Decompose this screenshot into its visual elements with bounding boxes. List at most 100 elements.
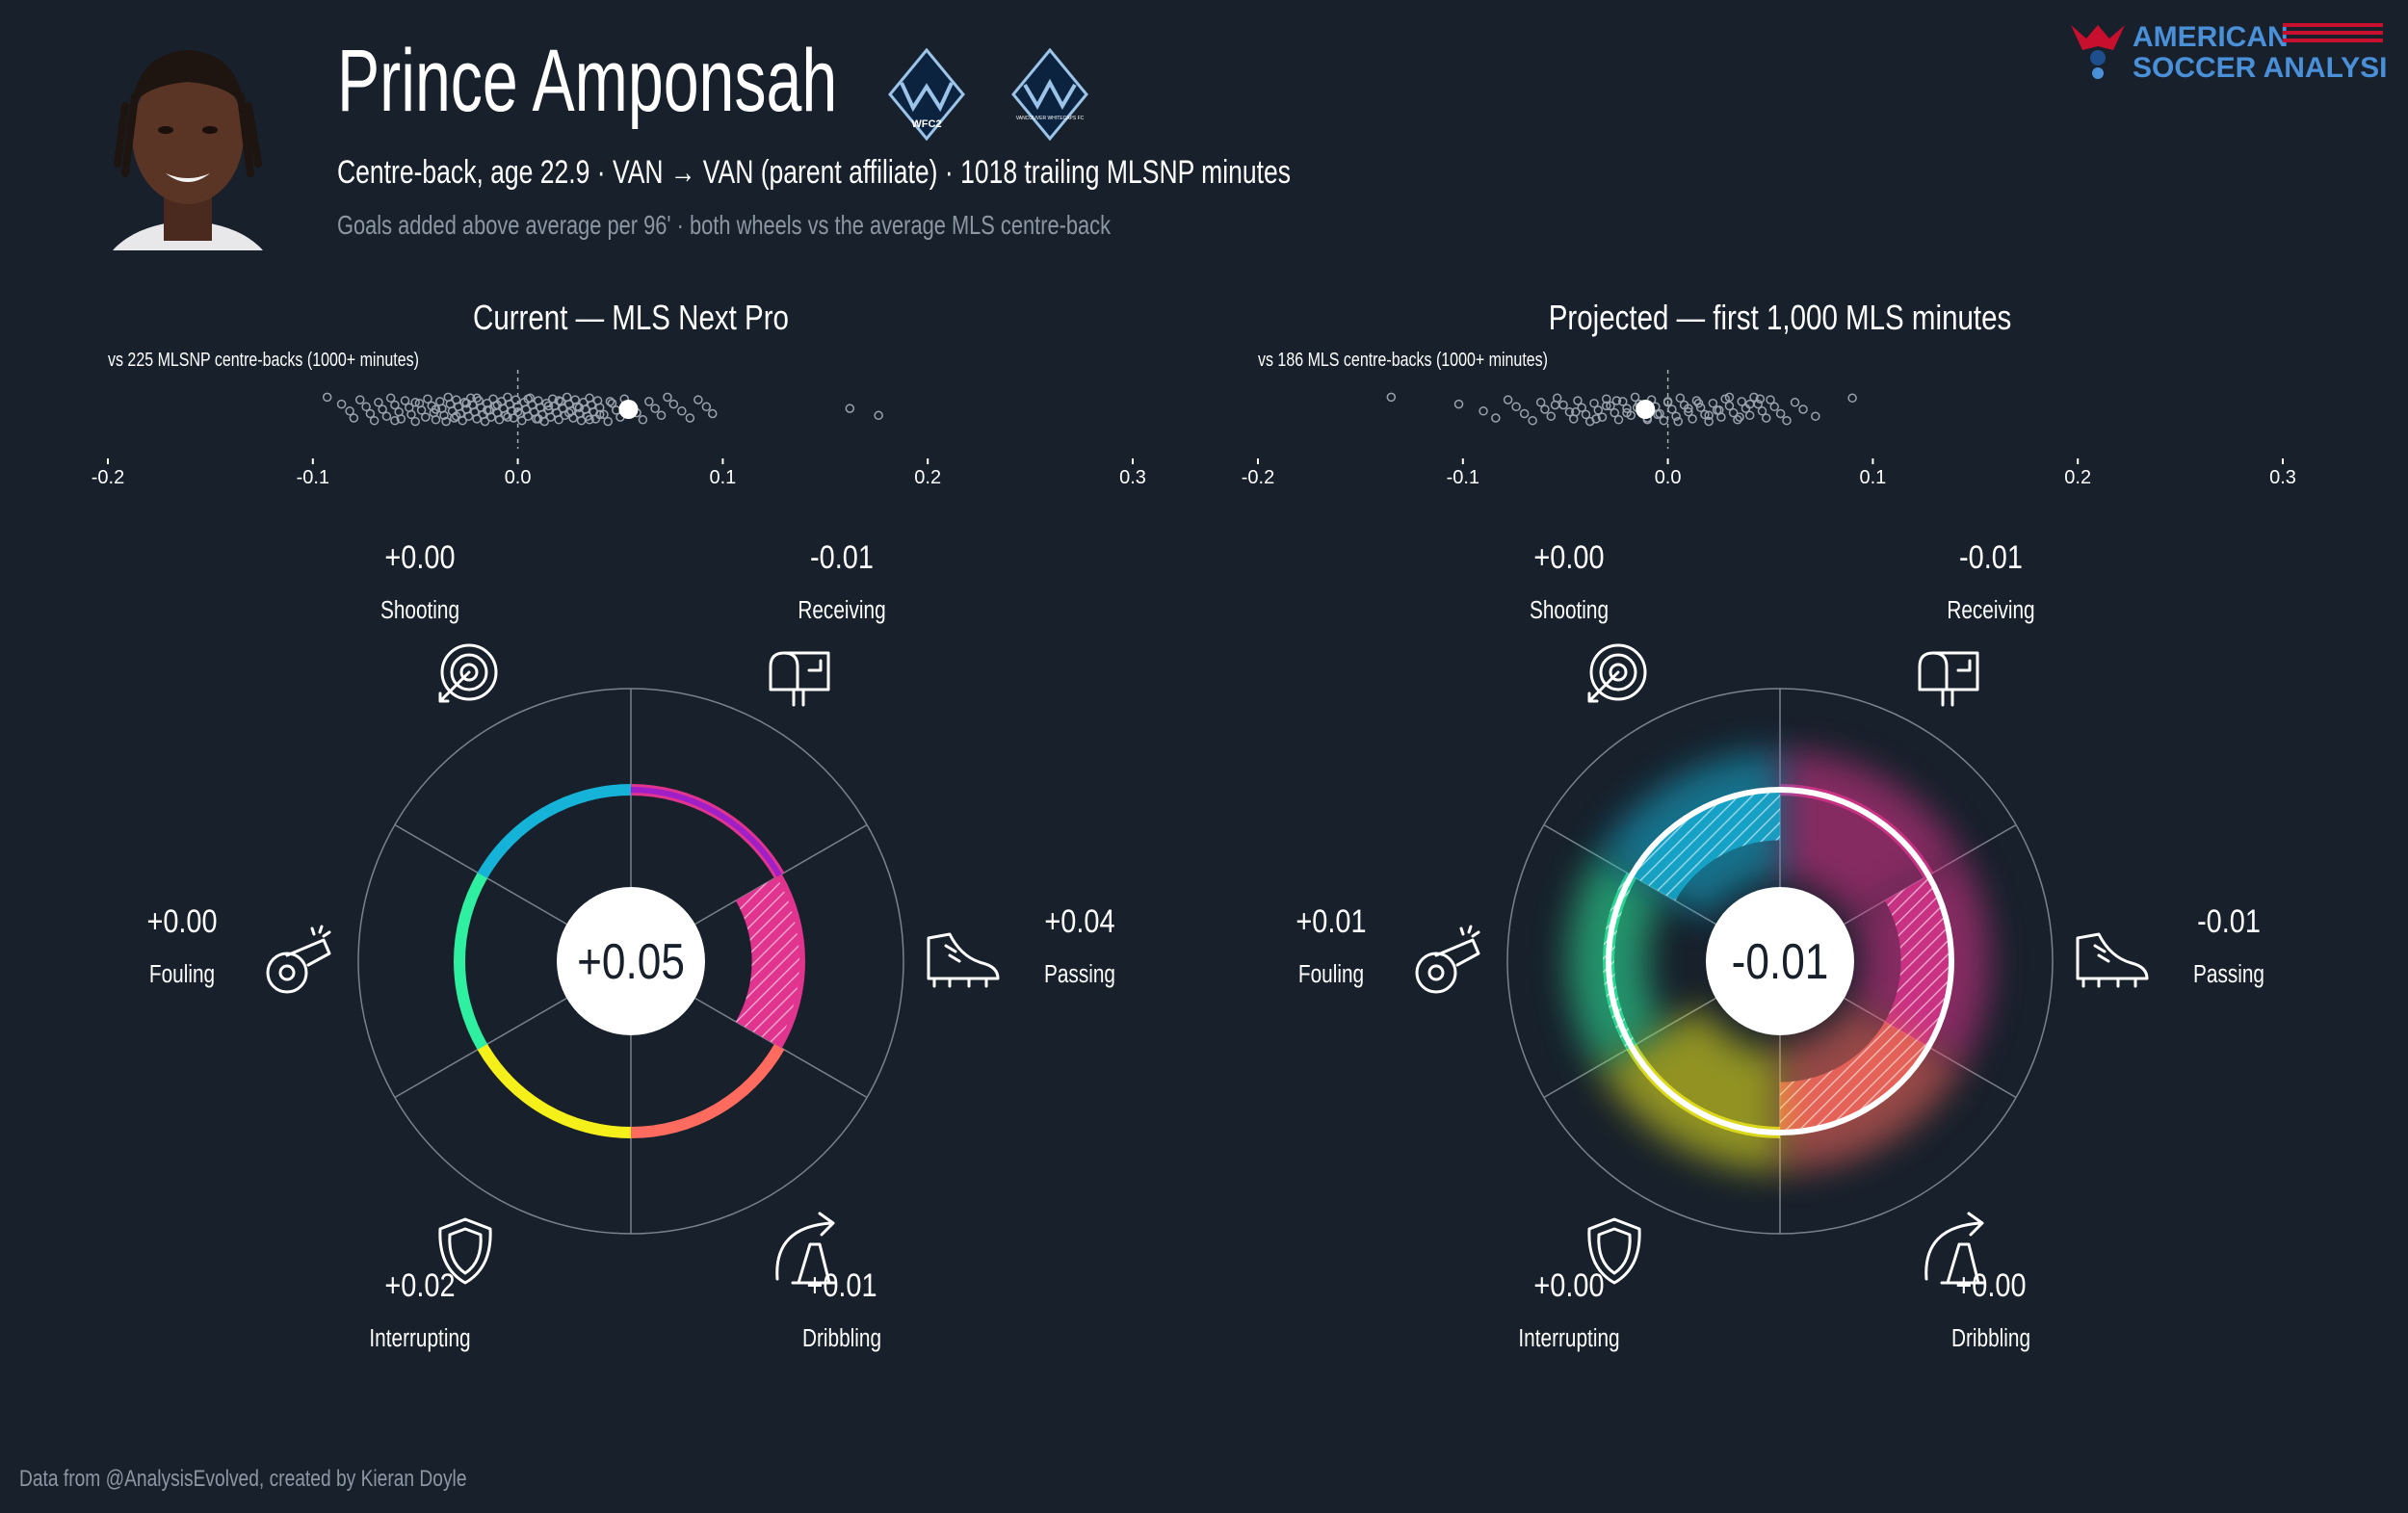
strip-point (1602, 394, 1611, 404)
segment-value-label: +0.00 (1533, 1266, 1604, 1304)
strip-point (656, 410, 667, 421)
strip-point (1622, 404, 1632, 413)
strip-point (1704, 416, 1714, 427)
strip-tick-label: 0.2 (914, 467, 941, 488)
boot-icon (2076, 932, 2149, 988)
eagle-icon (2071, 25, 2125, 79)
strip-point (406, 409, 416, 420)
strip-point (534, 414, 543, 424)
center-value: +0.05 (577, 934, 685, 990)
segment-baseline-receiving (776, 874, 805, 1049)
segment-baseline-passing (1780, 1045, 1931, 1135)
strip-point (594, 403, 605, 412)
strip-point (1684, 404, 1693, 413)
panel-current: Current — MLS Next Pro vs 225 MLSNP centr… (92, 298, 1146, 1351)
strip-point (410, 416, 420, 427)
segment-dribbling (477, 1044, 631, 1138)
chart-note: Goals added above average per 96' · both… (337, 210, 1112, 240)
strip-point (1540, 404, 1550, 414)
segment-baseline-dribbling (480, 1045, 631, 1135)
segment-interrupting (454, 873, 488, 1050)
segment-passing (631, 1044, 785, 1138)
segment-value-label: -0.01 (810, 538, 874, 576)
strip-point (663, 392, 672, 403)
segment-shooting (631, 784, 785, 878)
strip-tick-label: 0.3 (1119, 467, 1146, 488)
strip-point (361, 402, 371, 412)
strip-point (874, 410, 883, 421)
strip-label: vs 225 MLSNP centre-backs (1000+ minutes… (108, 349, 419, 370)
strip-point (449, 413, 459, 423)
segment-baseline-passing (631, 1045, 782, 1135)
strip-point (1671, 411, 1681, 421)
strip-tick-label: 0.3 (2269, 467, 2296, 488)
boot-icon (927, 932, 1000, 988)
strip-point (1589, 398, 1599, 408)
strip-point (668, 399, 679, 409)
strip-point (1622, 407, 1632, 418)
strip-point (463, 411, 474, 421)
segment-baseline-fouling (1629, 787, 1780, 877)
strip-point (390, 400, 400, 410)
strip-point (381, 411, 392, 421)
strip-point (441, 416, 451, 427)
segment-baseline-fouling (480, 787, 631, 877)
strip-point (554, 415, 563, 425)
strip-point (1708, 398, 1718, 408)
target-icon (1587, 643, 1647, 703)
strip-point (509, 413, 519, 423)
strip-point (1798, 404, 1808, 414)
strip-point (585, 415, 594, 425)
strip-point (486, 412, 496, 422)
strip-point (482, 405, 492, 415)
strip-point (431, 404, 441, 414)
strip-point (1577, 403, 1586, 412)
strip-point (1653, 409, 1662, 420)
segment-value-label: +0.00 (1955, 1266, 2026, 1304)
strip-point (431, 415, 441, 425)
strip-point (1602, 401, 1611, 411)
segment-name-label: Interrupting (369, 1324, 470, 1352)
strip-point (369, 415, 380, 426)
whitecaps-badge-icon: VANCOUVER WHITECAPS FC (1011, 48, 1088, 141)
strip-point (416, 405, 427, 415)
segment-hatch-receiving (735, 875, 802, 1047)
segment-name-label: Fouling (1298, 960, 1364, 988)
strip-point (694, 395, 703, 404)
wfc2-badge-icon: WFC2 (888, 48, 965, 141)
strip-point (410, 398, 420, 407)
strip-point (1744, 410, 1755, 421)
strip-point (378, 404, 387, 414)
strip-point (517, 415, 527, 426)
strip-point (1503, 395, 1513, 404)
strip-point (644, 397, 654, 406)
strip-point (494, 415, 505, 425)
strip-point (1630, 392, 1640, 403)
segment-shooting (1780, 784, 1934, 878)
strip-point (501, 410, 510, 421)
strip-point (452, 411, 461, 421)
strip-point (1847, 393, 1857, 404)
segment-name-label: Interrupting (1518, 1324, 1619, 1352)
segment-name-label: Shooting (1530, 596, 1609, 624)
strip-point (1755, 394, 1766, 404)
strip-point (1688, 414, 1697, 424)
strip-tick-label: -0.2 (92, 467, 124, 488)
strip-point (1453, 399, 1464, 409)
strip-tick-label: -0.1 (297, 467, 329, 488)
center-value: -0.01 (1732, 934, 1829, 990)
segment-name-label: Passing (2193, 960, 2264, 988)
strip-point (1535, 398, 1546, 407)
strip-point (336, 399, 347, 409)
strip-point (1728, 407, 1739, 418)
asa-line1: AMERICAN (2133, 21, 2289, 53)
strip-point (1757, 406, 1767, 416)
strip-point (421, 412, 431, 422)
strip-point (1691, 396, 1702, 405)
strip-point (523, 411, 533, 421)
strip-point (1519, 408, 1530, 419)
player-name: Prince Amponsah (337, 32, 838, 130)
segment-hatch-fouling (1631, 790, 1780, 901)
strip-point (1386, 392, 1397, 403)
